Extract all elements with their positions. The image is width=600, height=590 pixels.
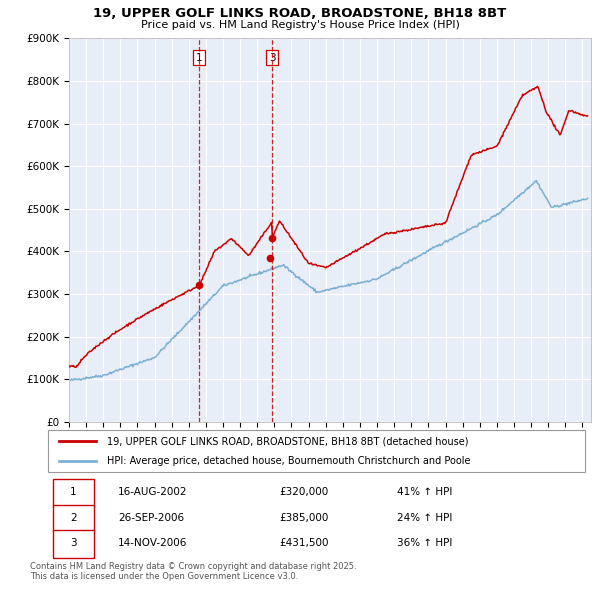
Text: Price paid vs. HM Land Registry's House Price Index (HPI): Price paid vs. HM Land Registry's House … xyxy=(140,20,460,30)
Text: HPI: Average price, detached house, Bournemouth Christchurch and Poole: HPI: Average price, detached house, Bour… xyxy=(107,457,470,466)
Text: Contains HM Land Registry data © Crown copyright and database right 2025.
This d: Contains HM Land Registry data © Crown c… xyxy=(30,562,356,581)
Text: 19, UPPER GOLF LINKS ROAD, BROADSTONE, BH18 8BT (detached house): 19, UPPER GOLF LINKS ROAD, BROADSTONE, B… xyxy=(107,437,469,447)
Text: 14-NOV-2006: 14-NOV-2006 xyxy=(118,538,187,548)
FancyBboxPatch shape xyxy=(53,505,94,532)
Text: 36% ↑ HPI: 36% ↑ HPI xyxy=(397,538,452,548)
Text: £320,000: £320,000 xyxy=(279,487,328,497)
Text: 41% ↑ HPI: 41% ↑ HPI xyxy=(397,487,452,497)
Text: 24% ↑ HPI: 24% ↑ HPI xyxy=(397,513,452,523)
Text: 16-AUG-2002: 16-AUG-2002 xyxy=(118,487,187,497)
Text: 3: 3 xyxy=(70,538,77,548)
Text: £385,000: £385,000 xyxy=(279,513,328,523)
FancyBboxPatch shape xyxy=(53,530,94,558)
Text: 2: 2 xyxy=(70,513,77,523)
Text: 1: 1 xyxy=(196,53,203,63)
Text: 3: 3 xyxy=(269,53,275,63)
FancyBboxPatch shape xyxy=(48,430,585,472)
Text: 19, UPPER GOLF LINKS ROAD, BROADSTONE, BH18 8BT: 19, UPPER GOLF LINKS ROAD, BROADSTONE, B… xyxy=(94,7,506,20)
Text: 1: 1 xyxy=(70,487,77,497)
Text: 26-SEP-2006: 26-SEP-2006 xyxy=(118,513,184,523)
FancyBboxPatch shape xyxy=(53,480,94,507)
Text: £431,500: £431,500 xyxy=(279,538,328,548)
